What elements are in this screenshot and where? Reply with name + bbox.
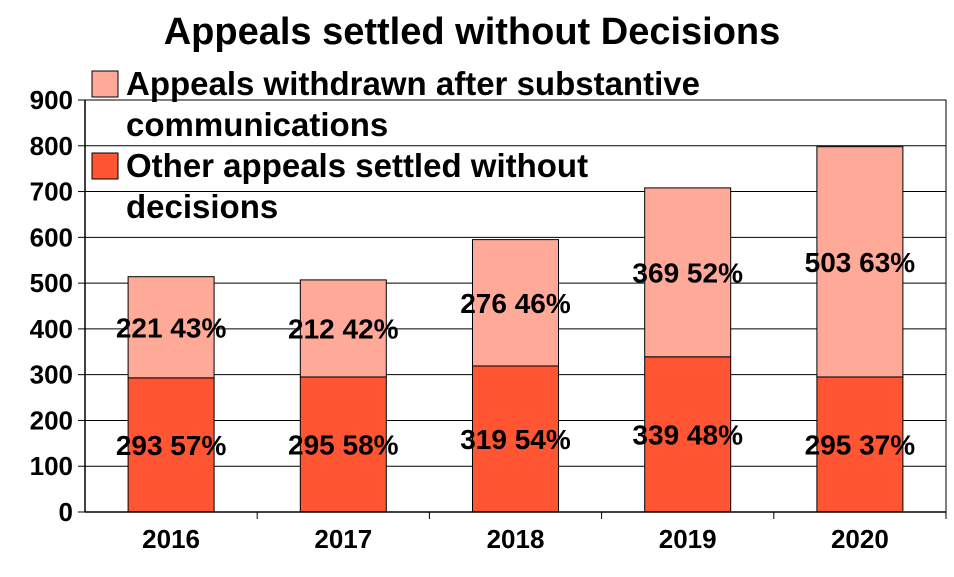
data-label: 319 54%: [460, 424, 571, 455]
data-label: 221 43%: [116, 312, 227, 343]
legend-label: Appeals withdrawn after substantive: [126, 65, 700, 102]
y-tick-label: 0: [59, 497, 73, 527]
legend-swatch: [91, 70, 119, 98]
x-tick-label: 2016: [142, 524, 200, 554]
y-tick-label: 700: [30, 177, 73, 207]
data-label: 369 52%: [632, 257, 743, 288]
y-axis-tick-labels: 0 100 200 300 400 500 600 700 800 900: [30, 85, 73, 527]
y-tick-label: 300: [30, 360, 73, 390]
data-label: 295 37%: [805, 429, 916, 460]
y-tick-label: 400: [30, 314, 73, 344]
data-label: 276 46%: [460, 288, 571, 319]
data-label: 503 63%: [805, 247, 916, 278]
legend-swatch: [91, 152, 119, 180]
x-tick-label: 2017: [314, 524, 372, 554]
x-tick-label: 2020: [831, 524, 889, 554]
y-tick-label: 900: [30, 85, 73, 115]
y-tick-label: 800: [30, 131, 73, 161]
y-tick-label: 600: [30, 222, 73, 252]
chart-title: Appeals settled without Decisions: [164, 11, 781, 53]
bar-segment: [644, 356, 732, 513]
bar-segment: [816, 146, 904, 378]
legend-label: Other appeals settled without: [126, 147, 588, 184]
y-tick-label: 100: [30, 451, 73, 481]
data-label: 212 42%: [288, 313, 399, 344]
x-axis-tick-labels: 2016 2017 2018 2019 2020: [142, 512, 947, 554]
bar-segment: [472, 239, 559, 367]
legend: Appeals withdrawn after substantive commu…: [91, 65, 700, 225]
x-tick-label: 2019: [659, 524, 717, 554]
bar-segment: [644, 187, 732, 358]
bars: [127, 146, 904, 513]
data-label: 295 58%: [288, 429, 399, 460]
data-labels: 293 57% 221 43% 295 58% 212 42% 319 54% 276 4…: [116, 247, 915, 461]
bar-segment: [299, 376, 387, 513]
legend-label: decisions: [126, 188, 278, 225]
data-label: 339 48%: [632, 419, 743, 450]
bar-segment: [127, 276, 215, 379]
axes: [84, 100, 946, 513]
bar-segment: [127, 377, 215, 513]
legend-label: communications: [126, 106, 388, 143]
x-tick-label: 2018: [487, 524, 545, 554]
y-tick-label: 500: [30, 268, 73, 298]
bar-segment: [816, 376, 904, 513]
data-label: 293 57%: [116, 430, 227, 461]
bar-segment: [299, 279, 387, 378]
y-tick-label: 200: [30, 405, 73, 435]
